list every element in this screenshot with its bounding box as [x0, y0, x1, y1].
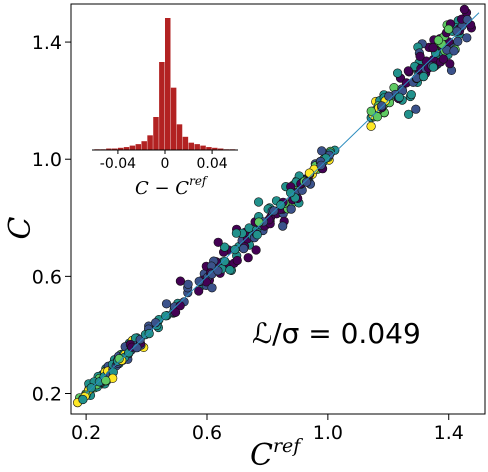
scatter-point	[453, 36, 463, 47]
scatter-point	[213, 266, 223, 276]
scatter-point	[254, 197, 264, 207]
histogram-bar	[159, 62, 165, 150]
axis-ticks: 0.2 0.6 1.0 1.4 0.2 0.6 1.0 1.4	[32, 32, 464, 444]
scatter-point	[415, 51, 425, 62]
histogram-bar	[194, 144, 200, 150]
scatter-point	[449, 46, 459, 56]
scatter-point	[278, 221, 288, 231]
scatter-point	[78, 394, 88, 405]
histogram-bar	[165, 18, 171, 150]
x-tick-label: 0.6	[192, 422, 222, 444]
histogram-bar	[129, 145, 136, 150]
scatter-point	[419, 71, 429, 82]
x-tick-label: 0.2	[71, 422, 101, 444]
scatter-point	[404, 109, 414, 119]
scatter-point	[132, 343, 142, 353]
scatter-point	[304, 168, 315, 178]
scatter-point	[444, 24, 454, 34]
y-axis-label: C	[3, 216, 38, 239]
scatter-point	[194, 286, 204, 296]
scatter-point	[232, 255, 242, 266]
scatter-point	[411, 104, 421, 114]
scatter-point	[151, 318, 161, 328]
scatter-point	[194, 276, 204, 286]
scatter-point	[171, 307, 181, 317]
scatter-point	[175, 301, 185, 311]
scatter-point	[243, 253, 253, 263]
scatter-point	[231, 228, 241, 238]
inset-histogram: -0.04 0 0.04	[92, 18, 238, 172]
histogram-bar	[170, 87, 177, 150]
scatter-point	[213, 237, 223, 247]
scatter-point	[462, 15, 472, 25]
scatter-point	[452, 26, 462, 36]
histogram-bar	[153, 117, 159, 150]
histogram-bar	[117, 147, 124, 150]
y-tick-label: 0.2	[32, 384, 62, 406]
inset-x-tick-label: 0	[161, 156, 170, 172]
histogram-bar	[106, 148, 112, 150]
scatter-point	[161, 299, 172, 309]
scatter-point	[372, 112, 383, 122]
scatter-point	[428, 43, 438, 53]
scatter-point	[254, 217, 264, 227]
scatter-point	[459, 4, 470, 14]
y-tick-label: 1.0	[32, 149, 62, 171]
inset-x-tick-label: -0.04	[100, 156, 136, 172]
scatter-point	[144, 329, 154, 339]
scatter-point	[366, 121, 376, 131]
scatter-point	[220, 242, 230, 252]
scatter-point	[286, 188, 296, 198]
scatter-point	[438, 54, 449, 64]
x-axis-label: Cref	[250, 435, 303, 472]
y-tick-label: 1.4	[32, 32, 62, 54]
histogram-bar	[112, 148, 118, 150]
x-tick-label: 1.0	[313, 422, 343, 444]
scatter-point	[239, 244, 249, 254]
y-tick-label: 0.6	[32, 266, 62, 288]
histogram-bar	[200, 145, 206, 150]
scatter-point	[225, 265, 235, 275]
scatter-point	[207, 283, 217, 293]
histogram-bar	[188, 142, 195, 150]
histogram-bar	[147, 135, 153, 150]
scatter-point	[302, 177, 312, 187]
scatter-point	[394, 92, 404, 102]
histogram-bar	[217, 148, 224, 150]
scatter-point	[220, 256, 230, 266]
main-plot-marks	[72, 4, 480, 408]
histogram-bar	[182, 136, 189, 150]
loss-annotation: ℒ/σ = 0.049	[252, 317, 421, 350]
scatter-point	[251, 245, 261, 255]
x-tick-label: 1.4	[434, 422, 464, 444]
inset-x-axis-label: C − Cref	[135, 174, 209, 199]
scatter-point	[366, 106, 376, 116]
scatter-point	[393, 68, 403, 78]
scatter-point	[114, 354, 124, 364]
scatter-point	[428, 62, 438, 72]
histogram-bar	[176, 124, 183, 150]
scatter-point	[462, 33, 472, 43]
scatter-point	[175, 276, 185, 286]
scatter-point	[101, 376, 111, 386]
scatter-point	[286, 204, 296, 214]
scatter-point	[406, 89, 416, 100]
histogram-bar	[212, 147, 218, 150]
scatter-point	[433, 35, 444, 45]
identity-line	[85, 12, 480, 394]
histogram-bar	[135, 144, 142, 150]
scatter-point	[384, 91, 394, 101]
scatter-point	[252, 230, 262, 240]
scatter-point	[403, 66, 413, 76]
histogram-bar	[123, 147, 130, 150]
scatter-point	[377, 101, 387, 111]
histogram-bar	[141, 141, 147, 150]
scatter-point	[183, 279, 193, 289]
inset-x-tick-label: 0.04	[197, 156, 228, 172]
histogram-bar	[206, 147, 212, 150]
scatter-point	[445, 59, 455, 69]
